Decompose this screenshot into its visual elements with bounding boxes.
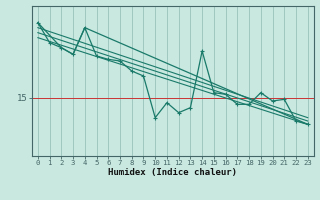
X-axis label: Humidex (Indice chaleur): Humidex (Indice chaleur) [108, 168, 237, 177]
